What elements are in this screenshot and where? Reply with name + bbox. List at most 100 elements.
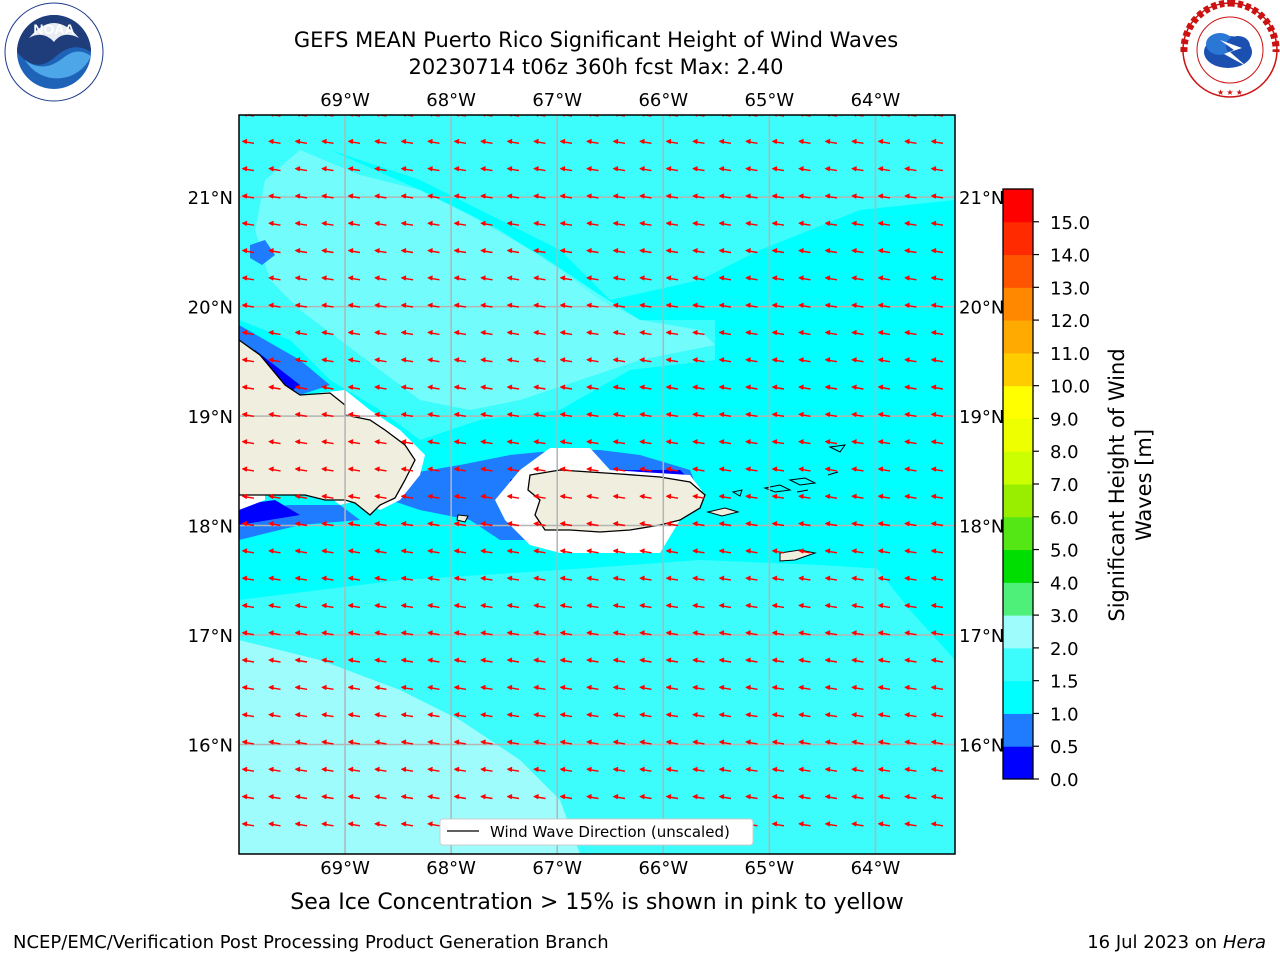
lat-label-left: 19°N [188, 407, 233, 428]
wave-arrow-head [320, 548, 327, 554]
wave-arrow-head [903, 684, 910, 691]
colorbar-tick-label: 2.0 [1050, 639, 1079, 660]
wave-arrow-head [453, 657, 460, 663]
wave-arrow-head [665, 630, 672, 636]
chart-subtitle: 20230714 t06z 360h fcst Max: 2.40 [408, 55, 784, 79]
wave-arrow-head [532, 493, 539, 500]
wave-arrow-head [479, 548, 486, 554]
wave-arrow-head [426, 520, 433, 527]
wave-arrow-head [850, 575, 857, 582]
wave-arrow-head [744, 711, 751, 718]
lat-label-left: 17°N [188, 626, 233, 647]
wave-arrow-head [426, 575, 433, 582]
wave-arrow-head [744, 411, 751, 418]
wave-arrow-head [479, 711, 486, 718]
wave-arrow-head [559, 193, 566, 199]
wave-arrow-head [267, 411, 274, 418]
wave-arrow-head [718, 711, 725, 718]
wave-arrow-head [400, 548, 407, 554]
wave-arrow-head [373, 466, 380, 472]
wave-arrow-head [426, 821, 433, 827]
wave-arrow-head [638, 247, 645, 254]
wave-arrow-head [797, 302, 804, 309]
colorbar-tick-label: 9.0 [1050, 409, 1079, 430]
wave-arrow-head [294, 384, 301, 390]
wave-arrow-head [612, 220, 619, 227]
wave-arrow-head [400, 466, 407, 472]
wave-arrow-head [559, 548, 566, 554]
wave-arrow-head [585, 630, 592, 636]
wave-arrow-head [347, 329, 354, 336]
wave-arrow-head [797, 793, 804, 800]
wave-arrow-head [850, 739, 857, 745]
wave-arrow-head [453, 739, 460, 745]
wave-arrow-head [320, 657, 327, 663]
wave-arrow-head [373, 739, 380, 745]
wave-arrow-head [877, 220, 884, 227]
wave-arrow-head [850, 384, 857, 390]
wave-arrow-head [506, 493, 513, 500]
wave-arrow-head [824, 329, 831, 336]
wave-arrow-head [718, 466, 725, 472]
wave-arrow-head [691, 302, 698, 309]
wave-arrow-head [691, 357, 698, 363]
colorbar-tick-label: 13.0 [1050, 278, 1090, 299]
wave-arrow-head [930, 220, 937, 227]
wave-arrow-head [771, 684, 778, 691]
wave-arrow-head [241, 329, 248, 336]
wave-arrow-head [241, 602, 248, 609]
wave-arrow-head [506, 766, 513, 773]
wave-arrow-head [824, 520, 831, 527]
wave-arrow-head [585, 739, 592, 745]
ocean-band-0-0-5-sw [239, 500, 300, 525]
wave-arrow-head [824, 138, 831, 145]
wave-arrow-head [294, 520, 301, 527]
wave-arrow-head [267, 466, 274, 472]
wave-arrow-head [241, 165, 248, 172]
wave-arrow-head [903, 438, 910, 445]
wave-arrow-head [930, 411, 937, 418]
wave-arrow-head [691, 793, 698, 800]
wave-arrow-head [877, 275, 884, 281]
wave-arrow-head [877, 821, 884, 827]
wave-arrow-head [930, 302, 937, 309]
wave-arrow-head [718, 493, 725, 500]
colorbar-tick-label: 0.0 [1050, 770, 1079, 791]
wave-arrow-head [426, 138, 433, 145]
wave-arrow-head [506, 275, 513, 281]
wave-arrow-head [320, 520, 327, 527]
wave-arrow-head [877, 247, 884, 254]
wave-arrow-head [241, 821, 248, 827]
colorbar-segment [1003, 713, 1033, 747]
wave-arrow-head [771, 329, 778, 336]
wave-arrow-head [479, 384, 486, 390]
colorbar-segment [1003, 615, 1033, 649]
wave-arrow-head [347, 193, 354, 199]
wave-arrow-head [903, 193, 910, 199]
wave-arrow-head [691, 739, 698, 745]
wave-arrow-head [267, 657, 274, 663]
wave-arrow-head [294, 657, 301, 663]
wave-arrow-head [824, 739, 831, 745]
wave-arrow-head [824, 466, 831, 472]
lat-label-right: 18°N [959, 517, 1004, 538]
wave-arrow-head [373, 302, 380, 309]
wave-arrow-head [638, 302, 645, 309]
wave-arrow-head [930, 548, 937, 554]
lon-label-top: 69°W [320, 90, 370, 111]
wave-arrow-head [294, 275, 301, 281]
wave-arrow-head [824, 548, 831, 554]
wave-arrow-head [824, 302, 831, 309]
wave-arrow-head [453, 793, 460, 800]
wave-arrow-head [665, 247, 672, 254]
wave-arrow-head [400, 493, 407, 500]
wave-arrow-head [850, 329, 857, 336]
wave-arrow-head [506, 411, 513, 418]
wave-arrow-head [638, 466, 645, 472]
wave-arrow-head [877, 548, 884, 554]
wave-arrow-head [532, 630, 539, 636]
wave-arrow-head [241, 438, 248, 445]
wave-arrow-head [347, 766, 354, 773]
wave-arrow-head [850, 766, 857, 773]
wave-arrow-head [320, 821, 327, 827]
